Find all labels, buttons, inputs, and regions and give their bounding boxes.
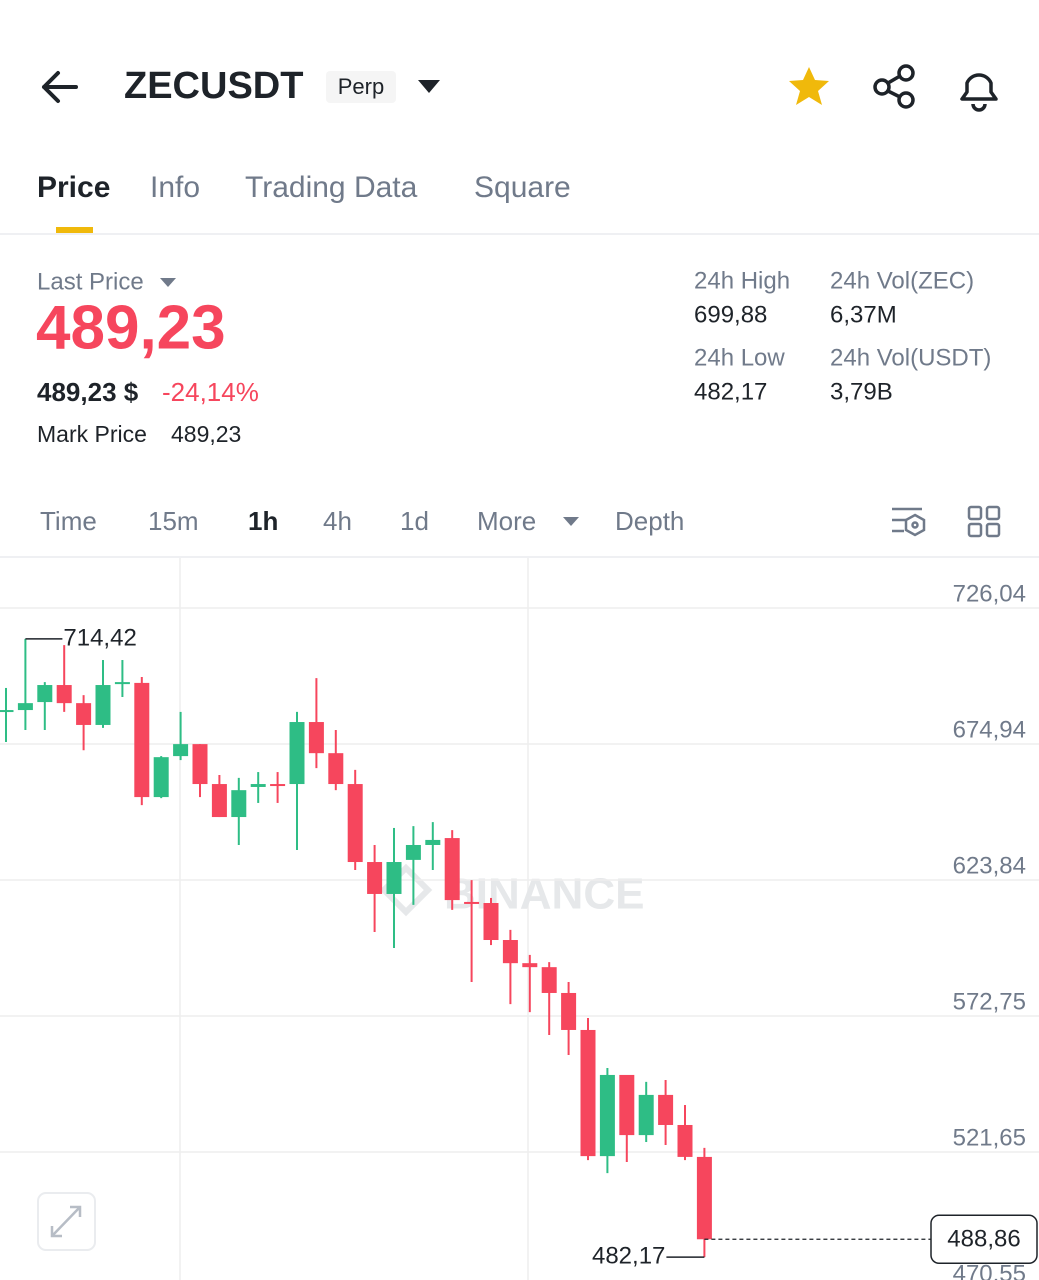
interval[interactable]: 15m xyxy=(148,506,199,536)
candle-body xyxy=(638,1094,654,1136)
alert-button[interactable] xyxy=(960,73,998,112)
share-button[interactable] xyxy=(873,64,915,109)
candle-body xyxy=(114,682,130,685)
candle-body xyxy=(464,901,480,904)
mark-price-label: Mark Price xyxy=(37,421,147,447)
indicator-settings[interactable] xyxy=(892,507,926,537)
candle-body xyxy=(153,757,169,798)
candle-body xyxy=(56,685,72,704)
tab[interactable]: Info xyxy=(150,171,200,204)
price-change: -24,14% xyxy=(162,377,259,407)
candle-body xyxy=(347,784,363,863)
candle-body xyxy=(696,1156,712,1240)
candle-body xyxy=(580,1029,596,1157)
tab[interactable]: Square xyxy=(474,171,571,204)
y-tick-label: 674,94 xyxy=(953,716,1026,743)
candle-body xyxy=(502,940,518,964)
candle-body xyxy=(599,1074,615,1157)
candle-body xyxy=(619,1074,635,1136)
candle-body xyxy=(231,790,247,818)
candle-body xyxy=(95,685,111,725)
tab[interactable]: Trading Data xyxy=(245,171,418,204)
last-price-label: Last Price xyxy=(37,268,144,295)
high-marker-label: 714,42 xyxy=(63,624,136,651)
candle-body xyxy=(405,844,421,860)
candle-body xyxy=(192,744,208,785)
stat-value: 3,79B xyxy=(830,378,893,405)
stat-value: 482,17 xyxy=(694,378,767,405)
mark-price: 489,23 xyxy=(171,421,241,447)
candle-body xyxy=(561,992,577,1030)
last-price-box xyxy=(930,1214,1038,1265)
candle-body xyxy=(17,703,33,711)
candle-body xyxy=(211,784,227,818)
candle-body xyxy=(173,744,189,757)
candle-body xyxy=(483,903,499,941)
badge-bg xyxy=(326,71,396,103)
candle-body xyxy=(289,722,305,785)
tab-indicator xyxy=(56,227,93,233)
stat-label: 24h Vol(USDT) xyxy=(830,344,991,371)
candle-body xyxy=(0,710,14,713)
candle-body xyxy=(76,703,92,725)
candle-body xyxy=(658,1094,674,1125)
symbol-dropdown[interactable] xyxy=(418,80,440,93)
candle-body xyxy=(134,682,150,798)
stat-value: 6,37M xyxy=(830,301,897,328)
favorite-star[interactable] xyxy=(789,67,829,105)
tab[interactable]: Price xyxy=(37,171,110,204)
symbol: ZECUSDT xyxy=(124,65,303,107)
candle-body xyxy=(522,963,538,968)
more-dropdown[interactable] xyxy=(563,517,579,526)
candle-body xyxy=(37,685,53,703)
candle-body xyxy=(308,722,324,754)
interval[interactable]: Time xyxy=(40,506,97,536)
last-price-dropdown[interactable] xyxy=(160,278,176,287)
badge: Perp xyxy=(338,74,384,99)
y-tick-label: 521,65 xyxy=(953,1124,1026,1151)
expand-button[interactable] xyxy=(37,1192,96,1251)
candle-body xyxy=(328,753,344,785)
back-button[interactable] xyxy=(42,71,78,103)
interval[interactable]: 1d xyxy=(400,506,429,536)
candle-body xyxy=(541,967,557,993)
candle-body xyxy=(386,862,402,894)
candle-body xyxy=(425,839,441,845)
interval[interactable]: More xyxy=(477,506,536,536)
chart: BINANCE 726,04 674,94 623,84 572,75 521,65 47… xyxy=(0,558,1039,1280)
layout-button[interactable] xyxy=(967,505,1001,538)
interval[interactable]: 1h xyxy=(248,506,278,536)
interval[interactable]: Depth xyxy=(615,506,684,536)
y-tick-label: 623,84 xyxy=(953,852,1026,879)
low-marker-label: 482,17 xyxy=(592,1242,665,1269)
y-tick-label: 726,04 xyxy=(953,580,1026,607)
watermark: BINANCE xyxy=(444,870,644,919)
stat-label: 24h Vol(ZEC) xyxy=(830,267,974,294)
candle-body xyxy=(444,838,460,901)
candle-body xyxy=(367,862,383,894)
stat-label: 24h High xyxy=(694,267,790,294)
candle-body xyxy=(270,784,286,787)
last-price: 489,23 xyxy=(36,293,226,362)
last-price-label: 488,86 xyxy=(947,1226,1020,1253)
stat-label: 24h Low xyxy=(694,344,785,371)
stat-value: 699,88 xyxy=(694,301,767,328)
y-tick-label: 572,75 xyxy=(953,988,1026,1015)
usd-price: 489,23 $ xyxy=(37,377,139,407)
candle-body xyxy=(250,784,266,787)
y-tick-label: 470,55 xyxy=(953,1260,1026,1280)
candle-body xyxy=(677,1124,693,1157)
interval[interactable]: 4h xyxy=(323,506,352,536)
